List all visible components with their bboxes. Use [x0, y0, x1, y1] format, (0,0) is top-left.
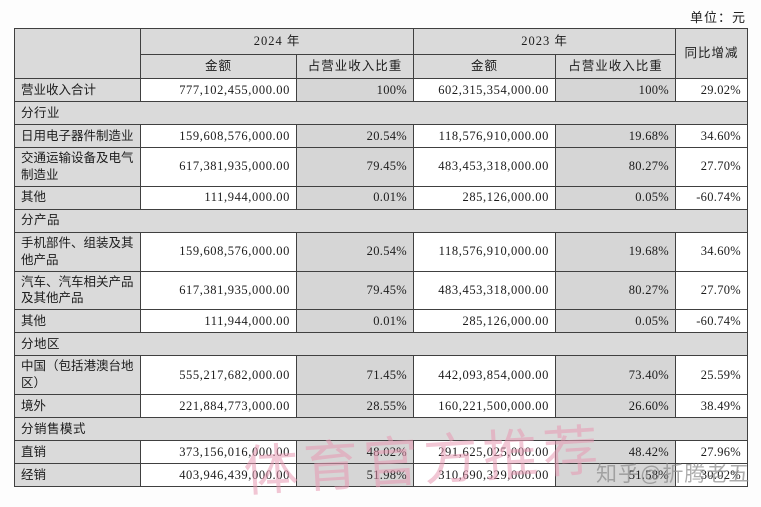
amount-2023-cell: 483,453,318,000.00 — [413, 270, 557, 311]
ratio-2024-cell: 0.01% — [295, 185, 415, 210]
yoy-cell: 30.02% — [675, 463, 749, 487]
amount-2023-cell: 285,126,000.00 — [413, 185, 557, 210]
amount-2024-cell: 617,381,935,000.00 — [140, 147, 297, 187]
ratio-2024-cell: 51.98% — [295, 463, 415, 487]
header-row-years: 2024 年 2023 年 同比增减 — [14, 28, 749, 79]
header-row-measures: 金额 占营业收入比重 金额 占营业收入比重 — [15, 54, 748, 79]
amount-2023-cell: 442,093,854,000.00 — [413, 355, 557, 395]
yoy-cell: 29.02% — [675, 78, 749, 102]
ratio-2023-cell: 48.42% — [555, 440, 677, 464]
ratio-2024-cell: 48.02% — [295, 440, 415, 464]
amount-2024-cell: 159,608,576,000.00 — [140, 124, 297, 148]
section-row: 分地区 — [13, 332, 749, 357]
yoy-cell: 27.70% — [675, 270, 749, 311]
ratio-2024-cell: 0.01% — [295, 309, 415, 334]
amount-2023-cell: 483,453,318,000.00 — [413, 147, 557, 187]
revenue-breakdown-table: 2024 年 2023 年 同比增减 金额 占营业收入比重 金额 占营业收入比重… — [13, 28, 749, 487]
yoy-cell: 27.96% — [675, 440, 749, 464]
ratio-2024-cell: 100% — [295, 78, 415, 102]
yoy-cell: 27.70% — [675, 147, 749, 187]
ratio-2023-cell: 51.58% — [555, 463, 677, 487]
amount-2024-cell: 221,884,773,000.00 — [140, 394, 297, 418]
table-row: 经销 403,946,439,000.00 51.98% 310,690,329,00… — [14, 463, 749, 487]
amount-2024-cell: 403,946,439,000.00 — [140, 463, 297, 487]
amount-2023-cell: 285,126,000.00 — [413, 309, 557, 334]
amount-2023-cell: 310,690,329,000.00 — [413, 463, 557, 487]
yoy-cell: 25.59% — [675, 355, 749, 395]
ratio-2024-cell: 20.54% — [295, 231, 415, 272]
yoy-cell: 38.49% — [675, 394, 749, 418]
section-row: 分产品 — [13, 208, 749, 233]
ratio-2024-cell: 79.45% — [295, 270, 415, 311]
table-row: 境外 221,884,773,000.00 28.55% 160,221,500,00… — [14, 394, 749, 418]
header-amount-2024: 金额 — [140, 54, 297, 79]
row-label: 其他 — [14, 309, 141, 334]
table-row: 其他 111,944,000.00 0.01% 285,126,000.00 0.05%… — [14, 185, 749, 210]
yoy-cell: -60.74% — [675, 185, 749, 210]
ratio-2023-cell: 0.05% — [555, 309, 677, 334]
ratio-2023-cell: 100% — [555, 78, 677, 102]
ratio-2024-cell: 28.55% — [295, 394, 415, 418]
amount-2024-cell: 617,381,935,000.00 — [140, 270, 297, 311]
table-row: 日用电子器件制造业 159,608,576,000.00 20.54% 118,576… — [14, 124, 749, 148]
table-row: 直销 373,156,016,000.00 48.02% 291,625,025,00… — [14, 440, 749, 464]
ratio-2023-cell: 0.05% — [555, 185, 677, 210]
section-label: 分地区 — [13, 332, 749, 357]
ratio-2023-cell: 19.68% — [555, 231, 677, 272]
row-label: 手机部件、组装及其他产品 — [14, 231, 141, 272]
section-label: 分行业 — [13, 101, 749, 125]
unit-label: 单位：元 — [689, 10, 746, 25]
ratio-2023-cell: 80.27% — [555, 147, 677, 187]
table-row: 其他 111,944,000.00 0.01% 285,126,000.00 0.05%… — [14, 309, 749, 334]
table-row: 汽车、汽车相关产品及其他产品 617,381,935,000.00 79.45% 48… — [14, 270, 749, 311]
amount-2024-cell: 159,608,576,000.00 — [140, 231, 297, 272]
ratio-2023-cell: 73.40% — [555, 355, 677, 395]
header-yoy-change: 同比增减 — [675, 28, 749, 79]
section-row: 分销售模式 — [13, 417, 749, 441]
header-year-2024: 2024 年 — [139, 28, 415, 55]
row-label: 日用电子器件制造业 — [14, 124, 141, 148]
amount-2023-cell: 118,576,910,000.00 — [413, 231, 557, 272]
section-label: 分销售模式 — [13, 417, 749, 441]
table-row: 中国（包括港澳台地区） 555,217,682,000.00 71.45% 442,0… — [14, 355, 749, 395]
ratio-2024-cell: 20.54% — [295, 124, 415, 148]
amount-2023-cell: 291,625,025,000.00 — [413, 440, 557, 464]
ratio-2023-cell: 19.68% — [555, 124, 677, 148]
row-label: 中国（包括港澳台地区） — [14, 355, 141, 395]
amount-2023-cell: 160,221,500,000.00 — [413, 394, 557, 418]
row-label: 汽车、汽车相关产品及其他产品 — [14, 270, 141, 311]
amount-2024-cell: 777,102,455,000.00 — [140, 78, 297, 102]
amount-2024-cell: 555,217,682,000.00 — [140, 355, 297, 395]
yoy-cell: -60.74% — [675, 309, 749, 334]
section-label: 分产品 — [13, 208, 749, 233]
amount-2023-cell: 118,576,910,000.00 — [413, 124, 557, 148]
ratio-2024-cell: 79.45% — [295, 147, 415, 187]
amount-2024-cell: 373,156,016,000.00 — [140, 440, 297, 464]
header-year-2023: 2023 年 — [413, 28, 677, 55]
header-empty-cell — [14, 28, 141, 79]
row-label: 其他 — [14, 185, 141, 210]
section-row: 分行业 — [13, 101, 749, 125]
ratio-2023-cell: 80.27% — [555, 270, 677, 311]
row-label: 交通运输设备及电气制造业 — [14, 147, 141, 187]
header-amount-2023: 金额 — [413, 54, 557, 79]
header-ratio-2023: 占营业收入比重 — [555, 54, 677, 79]
header-ratio-2024: 占营业收入比重 — [295, 54, 415, 79]
table-row: 营业收入合计 777,102,455,000.00 100% 602,315,354,… — [14, 78, 749, 102]
row-label: 营业收入合计 — [14, 78, 141, 102]
yoy-cell: 34.60% — [675, 124, 749, 148]
row-label: 经销 — [14, 463, 141, 487]
amount-2023-cell: 602,315,354,000.00 — [413, 78, 557, 102]
ratio-2023-cell: 26.60% — [555, 394, 677, 418]
ratio-2024-cell: 71.45% — [295, 355, 415, 395]
row-label: 直销 — [14, 440, 141, 464]
table-row: 交通运输设备及电气制造业 617,381,935,000.00 79.45% 483,… — [14, 147, 749, 187]
table-body: 营业收入合计 777,102,455,000.00 100% 602,315,354,… — [13, 78, 749, 487]
yoy-cell: 34.60% — [675, 231, 749, 272]
row-label: 境外 — [14, 394, 141, 418]
amount-2024-cell: 111,944,000.00 — [140, 185, 297, 210]
amount-2024-cell: 111,944,000.00 — [140, 309, 297, 334]
table-row: 手机部件、组装及其他产品 159,608,576,000.00 20.54% 118,… — [14, 231, 749, 272]
